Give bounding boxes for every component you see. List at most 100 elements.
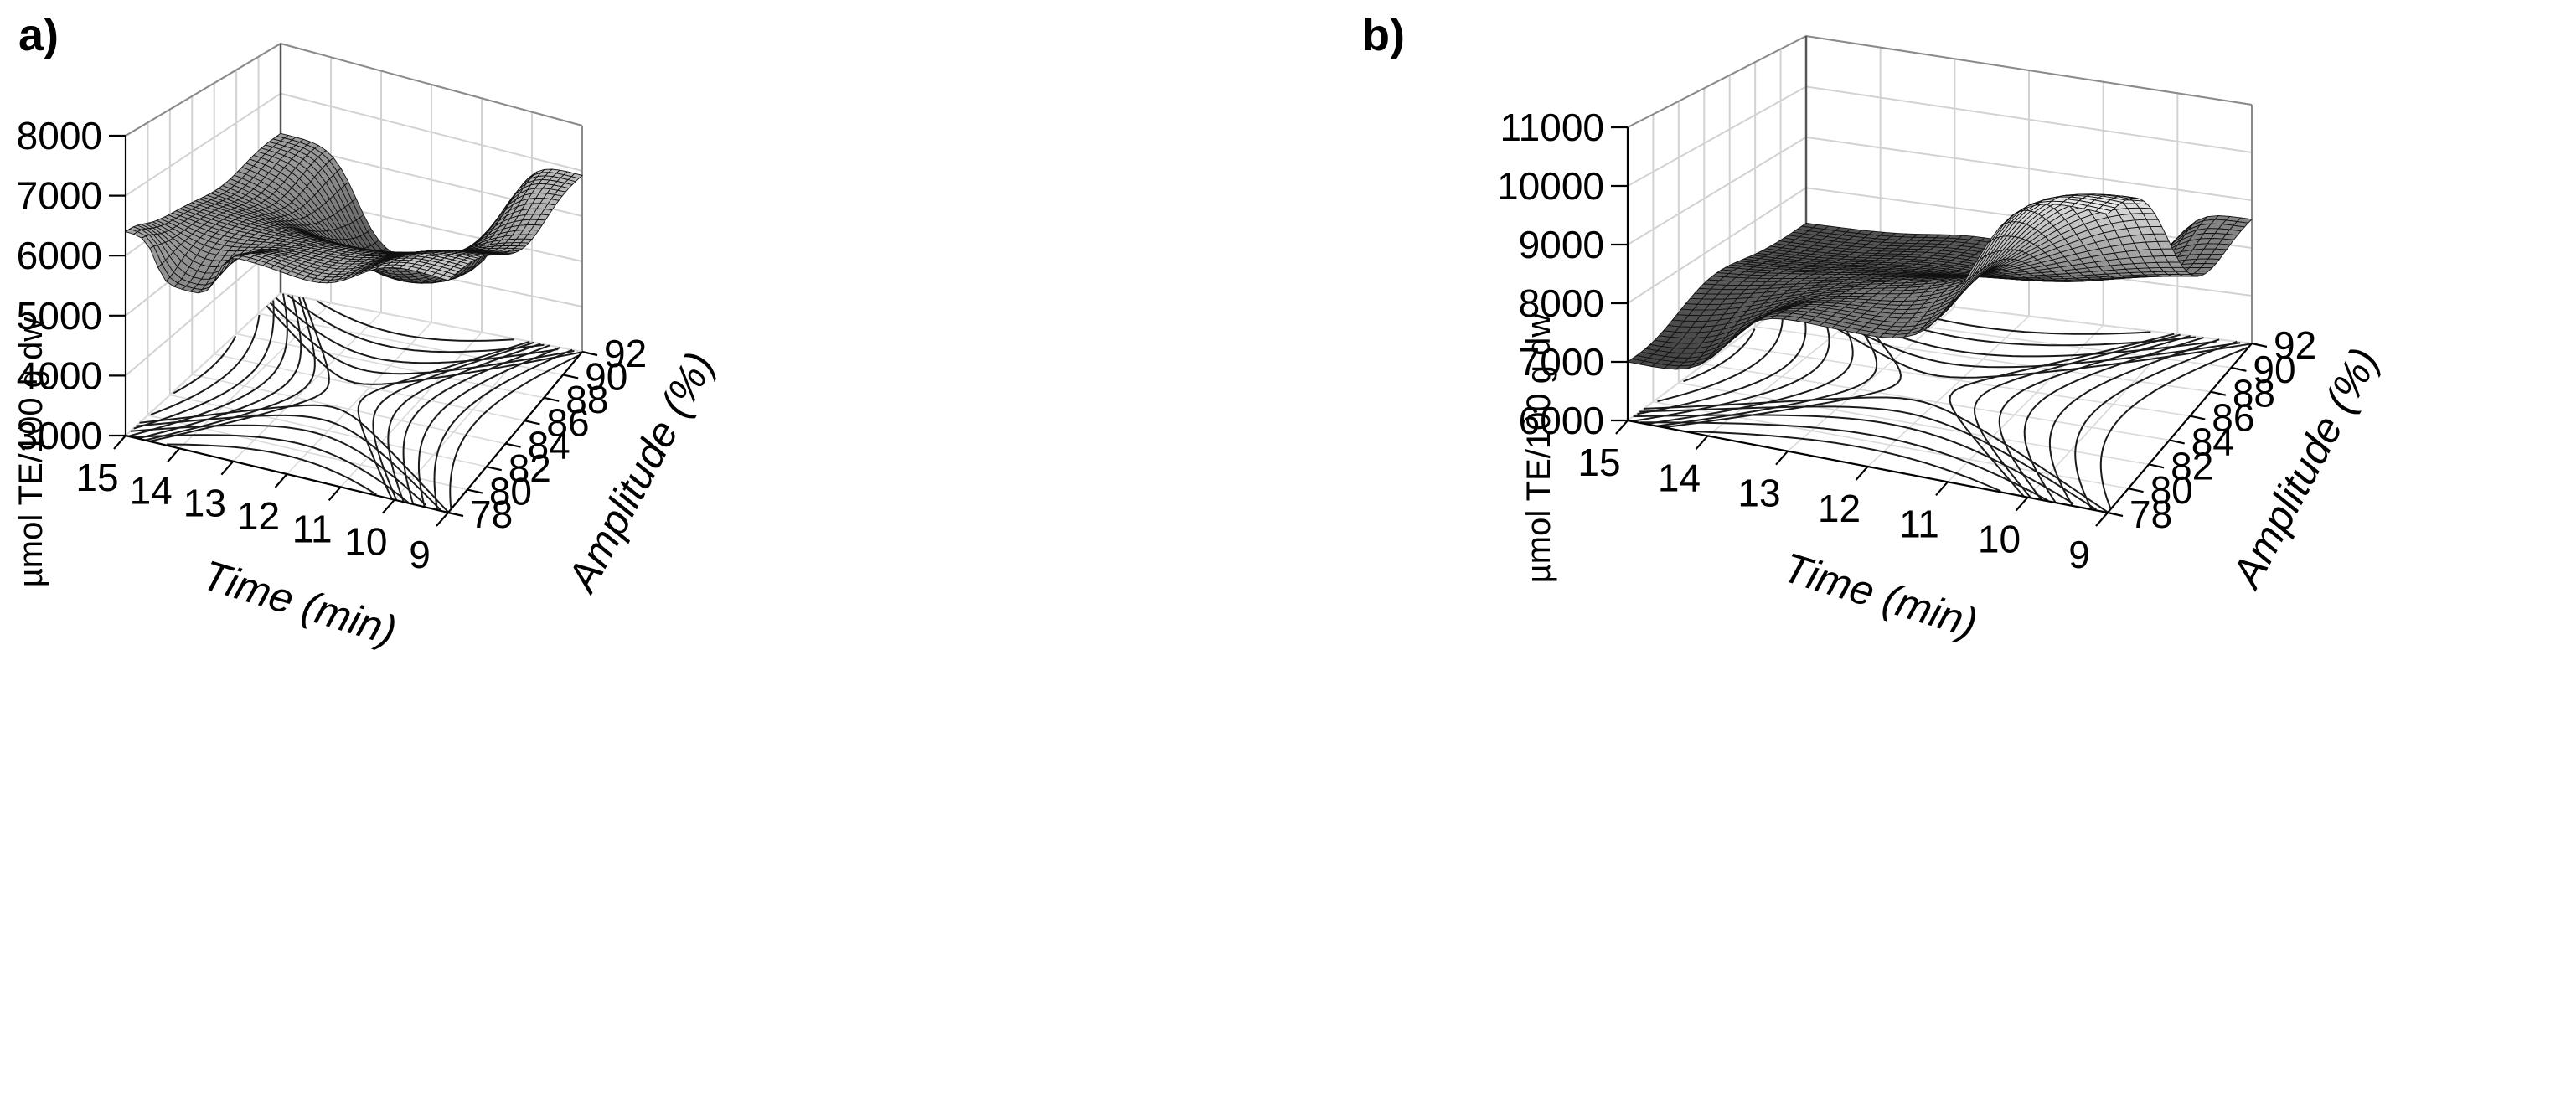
surface-cell <box>124 228 139 235</box>
z-tick-label: 8000 <box>1519 281 1604 325</box>
amplitude-tick-label: 86 <box>2212 396 2254 440</box>
z-tick-label: 5000 <box>17 294 102 338</box>
contour-line <box>1644 396 2109 513</box>
amplitude-tick <box>581 350 598 357</box>
contour-line <box>2023 337 2204 503</box>
contour-line <box>1789 300 2252 379</box>
floor-grid-amplitude <box>147 414 468 491</box>
amplitude-tick <box>447 511 464 518</box>
time-tick <box>1855 466 1869 481</box>
z-tick-label: 7000 <box>17 174 102 218</box>
z-tick-label: 8000 <box>17 114 102 157</box>
contour-line <box>287 294 545 353</box>
amplitude-tick <box>2231 366 2247 372</box>
panel-label: a) <box>18 10 59 60</box>
amplitude-tick <box>486 466 502 472</box>
floor-grid-amplitude <box>169 394 487 467</box>
chart-panel-a: 3000 4000 5000 6000 7000 8000 9 10 11 12 13 14 15 78 8… <box>13 10 724 655</box>
time-tick <box>1695 435 1709 451</box>
contour-line <box>2099 346 2248 509</box>
amplitude-tick <box>2210 390 2227 396</box>
contour-line <box>136 414 441 511</box>
time-tick <box>167 447 180 463</box>
contour-line <box>1640 421 2049 502</box>
contour-line <box>139 404 450 513</box>
chart-a-svg: 3000400050006000700080009101112131415788… <box>13 10 724 655</box>
contour-line <box>372 341 534 501</box>
amplitude-tick <box>562 374 579 379</box>
time-tick-label: 14 <box>130 468 173 512</box>
contour-line <box>1688 430 2001 493</box>
floor-grid-amplitude <box>192 374 506 445</box>
panel-label: b) <box>1362 10 1405 60</box>
time-tick-label: 12 <box>237 494 280 538</box>
time-tick-label: 13 <box>183 482 226 525</box>
amplitude-tick <box>2169 439 2185 445</box>
floor-grid-amplitude <box>1729 344 2191 417</box>
z-tick-label: 6000 <box>1519 399 1604 442</box>
amplitude-tick-label: 84 <box>2191 420 2234 463</box>
amplitude-tick-label: 88 <box>2233 372 2275 415</box>
contour-line <box>144 296 316 441</box>
amplitude-tick-label: 78 <box>2129 493 2172 536</box>
floor-grid-amplitude <box>1653 400 2129 489</box>
z-tick-label: 11000 <box>1500 106 1604 149</box>
contour-line <box>137 295 302 440</box>
time-tick-label: 15 <box>1577 441 1620 484</box>
z-tick-label: 3000 <box>17 414 102 457</box>
contour-line <box>433 348 573 511</box>
z-tick-label: 10000 <box>1497 164 1604 208</box>
contour-line <box>130 424 426 506</box>
time-tick-label: 15 <box>75 456 118 499</box>
floor-grid-amplitude <box>1755 326 2211 393</box>
contour-line <box>1973 333 2181 499</box>
contour-line <box>167 443 377 496</box>
contour-line <box>417 346 561 508</box>
floor-grid-time <box>125 292 281 436</box>
time-tick <box>382 498 395 514</box>
amplitude-tick-label: 84 <box>528 424 570 467</box>
contour-line <box>275 297 559 364</box>
time-tick <box>274 473 288 488</box>
chart-panel-b: 6000 7000 8000 9000 10000 11000 9 10 11 12 13 14 15 7… <box>1288 0 2576 1104</box>
contour-line <box>173 335 237 395</box>
floor-grid-time <box>1947 324 2104 482</box>
chart-b-svg: 6000 7000 8000 9000 10000 11000 9 10 11 12 13 14 15 7… <box>1288 0 2576 1104</box>
contour-line <box>134 434 410 503</box>
floor-grid-amplitude <box>280 292 583 353</box>
floor-grid-time <box>2026 333 2178 498</box>
z-tick-label: 6000 <box>17 234 102 277</box>
contour-line <box>1657 308 1784 403</box>
time-tick-label: 10 <box>344 520 387 564</box>
amplitude-tick-label: 80 <box>2150 468 2193 512</box>
amplitude-tick-label: 90 <box>2253 348 2295 391</box>
amplitude-tick <box>467 488 483 494</box>
floor-grid-time <box>394 341 533 501</box>
contour-line <box>266 305 582 385</box>
amplitude-tick <box>544 396 560 402</box>
contour-line <box>1639 405 2097 511</box>
amplitude-tick-label: 78 <box>470 493 513 536</box>
amplitude-axis-line <box>447 351 583 513</box>
floor-grid-amplitude <box>1704 363 2170 441</box>
amplitude-tick <box>2107 511 2124 518</box>
amplitude-tick-label: 86 <box>546 400 589 444</box>
contour-line <box>1633 414 2074 505</box>
contour-line <box>387 343 541 503</box>
amplitude-tick-label: 92 <box>604 332 647 375</box>
time-tick-label: 10 <box>1978 518 2021 561</box>
time-tick <box>220 460 235 476</box>
contour-line <box>150 314 261 415</box>
time-tick <box>1935 481 1949 497</box>
amplitude-tick <box>524 420 540 426</box>
floor-grid-time <box>286 322 432 475</box>
z-tick-label: 9000 <box>1519 223 1604 266</box>
time-tick-label: 9 <box>409 533 431 576</box>
floor-grid-amplitude <box>1678 382 2150 466</box>
time-tick <box>2095 512 2109 527</box>
amplitude-tick <box>2251 342 2268 348</box>
time-tick <box>436 512 449 527</box>
floor-grid-time <box>178 302 332 449</box>
contour-line <box>402 344 550 505</box>
amplitude-tick-label: 82 <box>508 446 551 490</box>
